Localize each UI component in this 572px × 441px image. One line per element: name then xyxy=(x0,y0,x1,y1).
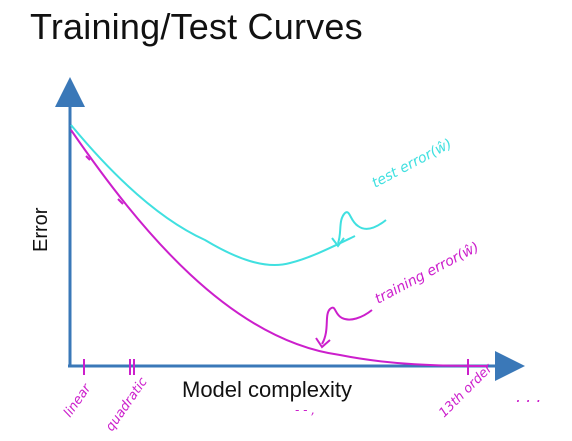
faint-marks: - - , xyxy=(295,403,315,417)
slide-title: Training/Test Curves xyxy=(30,6,363,47)
ellipsis-label: . . . xyxy=(516,387,541,406)
training-error-pointer xyxy=(321,306,373,345)
test-error-curve xyxy=(70,124,356,267)
training-error-curve xyxy=(70,129,489,367)
test-error-pointer xyxy=(337,211,387,244)
training-error-arrowhead xyxy=(315,337,331,349)
x-axis-label: Model complexity xyxy=(182,377,352,402)
tick-13th-label: 13th order xyxy=(436,360,496,420)
test-error-arrowhead xyxy=(331,237,345,248)
training-curve-tick-2 xyxy=(117,198,124,205)
test-error-label: test error(ŵ) xyxy=(369,136,454,192)
tick-linear-label: linear xyxy=(61,380,95,420)
tick-quadratic-label: quadratic xyxy=(103,375,151,434)
training-error-label: training error(ŵ) xyxy=(372,239,482,307)
training-curve-tick-1 xyxy=(85,155,91,161)
y-axis-label: Error xyxy=(30,207,52,252)
